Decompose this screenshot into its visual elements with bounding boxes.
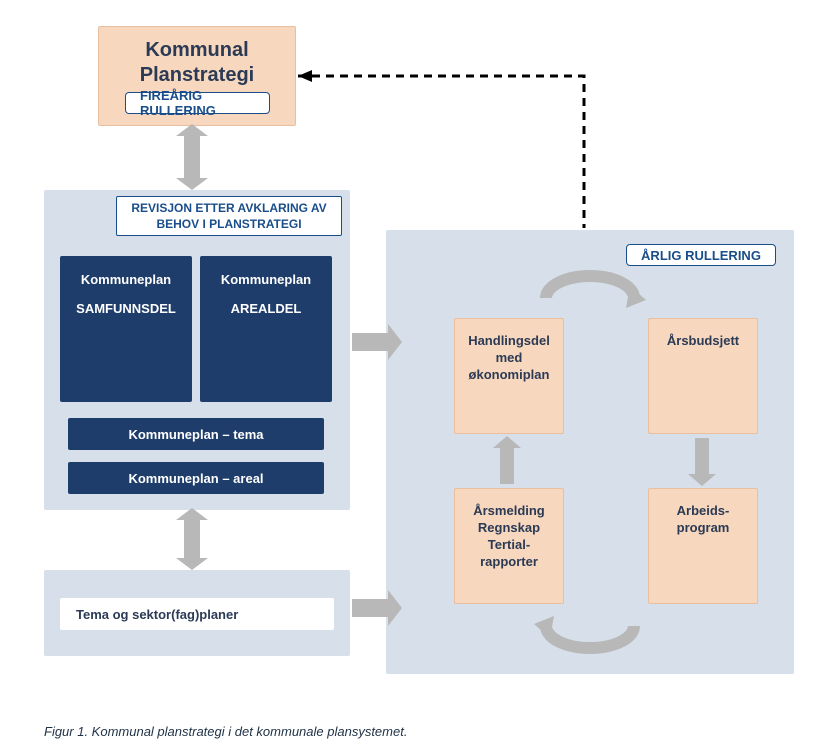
bar-kommuneplan-areal: Kommuneplan – areal: [68, 462, 324, 494]
diagram-canvas: Kommunal Planstrategi FIREÅRIG RULLERING…: [0, 0, 826, 748]
handling-l2: med: [468, 350, 550, 365]
bar-tema-label: Kommuneplan – tema: [128, 427, 263, 442]
top-pill-label: FIREÅRIG RULLERING: [140, 88, 255, 118]
rp-pill-label: ÅRLIG RULLERING: [641, 248, 761, 263]
bar-tema-sektor-label: Tema og sektor(fag)planer: [76, 607, 238, 622]
left-panel-header-text: REVISJON ETTER AVKLARING AV BEHOV I PLAN…: [117, 196, 341, 236]
samfunn-line2: SAMFUNNSDEL: [76, 301, 176, 316]
areal-line1: Kommuneplan: [221, 272, 311, 287]
rapport-l1: Årsmelding: [473, 503, 545, 518]
pill-aarlig-rullering: ÅRLIG RULLERING: [626, 244, 776, 266]
box-aarsmelding: Årsmelding Regnskap Tertial- rapporter: [454, 488, 564, 604]
bar-tema-sektor: Tema og sektor(fag)planer: [60, 598, 334, 630]
box-arbeidsprogram: Arbeids- program: [648, 488, 758, 604]
rapport-l4: rapporter: [473, 554, 545, 569]
box-arealdel: Kommuneplan AREALDEL: [200, 256, 332, 402]
budsjett-label: Årsbudsjett: [667, 333, 739, 348]
top-title-line1: Kommunal: [145, 39, 248, 62]
arbeids-l1: Arbeids-: [677, 503, 730, 518]
caption-text: Figur 1. Kommunal planstrategi i det kom…: [44, 724, 407, 739]
rapport-l2: Regnskap: [473, 520, 545, 535]
pill-fireaarig-rullering: FIREÅRIG RULLERING: [125, 92, 270, 114]
handling-l1: Handlingsdel: [468, 333, 550, 348]
bar-kommuneplan-tema: Kommuneplan – tema: [68, 418, 324, 450]
right-panel-aarlig: [386, 230, 794, 674]
box-samfunnsdel: Kommuneplan SAMFUNNSDEL: [60, 256, 192, 402]
samfunn-line1: Kommuneplan: [76, 272, 176, 287]
areal-line2: AREALDEL: [221, 301, 311, 316]
bar-areal-label: Kommuneplan – areal: [128, 471, 263, 486]
rapport-l3: Tertial-: [473, 537, 545, 552]
handling-l3: økonomiplan: [468, 367, 550, 382]
box-aarsbudsjett: Årsbudsjett: [648, 318, 758, 434]
arbeids-l2: program: [677, 520, 730, 535]
top-title-line2: Planstrategi: [140, 64, 254, 87]
box-handlingsdel: Handlingsdel med økonomiplan: [454, 318, 564, 434]
left-panel-header: REVISJON ETTER AVKLARING AV BEHOV I PLAN…: [116, 196, 342, 236]
figure-caption: Figur 1. Kommunal planstrategi i det kom…: [44, 724, 407, 739]
